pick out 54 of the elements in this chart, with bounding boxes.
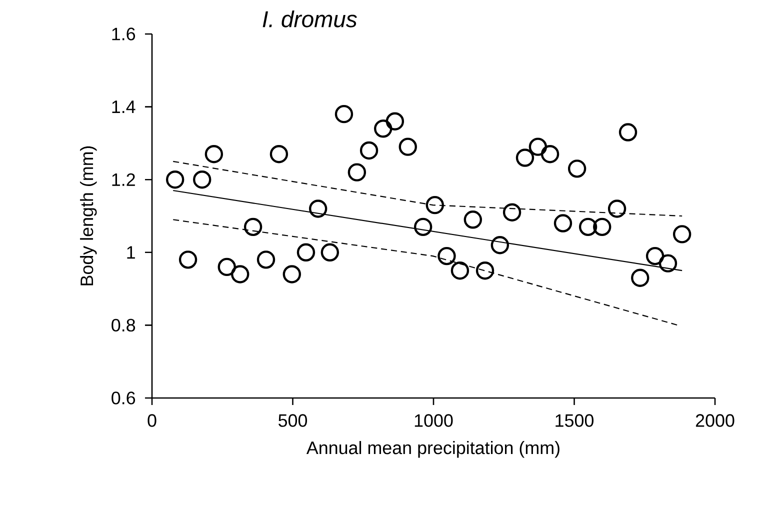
y-tick-label: 1 [127, 246, 135, 259]
point [502, 203, 522, 222]
point [540, 145, 560, 164]
point [618, 123, 638, 142]
point [450, 262, 470, 280]
y-tick-label: 0.8 [112, 318, 136, 332]
y-tick-label: 1.4 [112, 100, 136, 113]
y-axis-title: Body length (mm) [80, 146, 97, 286]
point [270, 145, 288, 164]
point [568, 160, 586, 178]
point [658, 254, 678, 272]
point [490, 236, 510, 254]
point [414, 218, 432, 236]
point [193, 170, 212, 189]
point [608, 200, 626, 218]
point [334, 104, 354, 124]
point [348, 163, 366, 182]
point [672, 225, 692, 244]
point [438, 246, 456, 266]
point [308, 200, 328, 218]
point [528, 138, 548, 156]
x-tick-label: 1000 [414, 414, 453, 427]
point [256, 250, 276, 269]
point [426, 196, 444, 214]
point [360, 141, 378, 160]
point [464, 210, 482, 229]
y-tick-label: 1.6 [112, 28, 136, 40]
point [554, 214, 572, 232]
y-tick-label: 0.6 [112, 392, 136, 404]
point [398, 138, 417, 156]
chart-title: I. dromus [262, 10, 357, 28]
point [646, 246, 664, 266]
x-tick-label: 1500 [556, 414, 594, 427]
point [374, 120, 392, 138]
point [282, 265, 301, 284]
point [631, 268, 650, 287]
point [166, 170, 184, 189]
point [516, 148, 534, 167]
point [320, 243, 340, 262]
point [476, 262, 494, 280]
x-tick-label: 500 [278, 414, 308, 427]
x-tick-label: 2000 [696, 414, 734, 427]
point [178, 250, 198, 269]
x-axis-title: Annual mean precipitation (mm) [306, 441, 560, 458]
point [218, 258, 236, 276]
point [386, 112, 404, 130]
x-tick-label: 0 [148, 414, 156, 427]
point [204, 145, 224, 164]
y-tick-label: 1.2 [112, 173, 135, 186]
point [578, 218, 598, 236]
point [593, 218, 612, 236]
point [231, 265, 250, 284]
point [244, 218, 262, 236]
point [296, 243, 316, 262]
